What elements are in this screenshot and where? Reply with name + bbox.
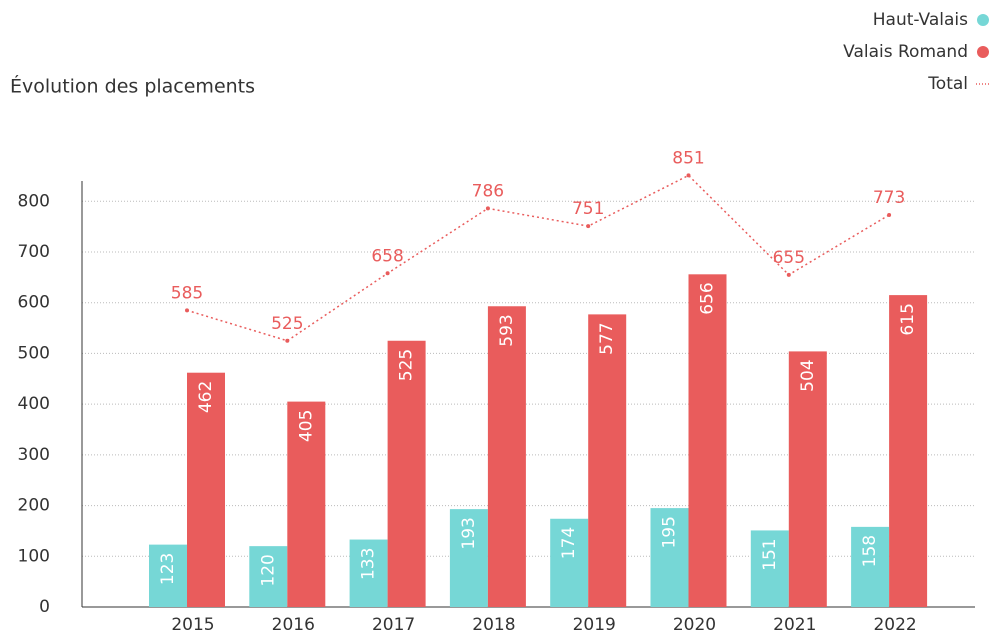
- bar: [750, 530, 789, 607]
- bar-value-label: 158: [860, 535, 880, 567]
- bar-value-label: 577: [597, 322, 617, 354]
- bar: [650, 508, 689, 607]
- total-value-label: 525: [271, 314, 303, 334]
- legend-swatch: [977, 46, 989, 58]
- bar: [688, 274, 727, 607]
- bar-value-label: 462: [196, 381, 216, 413]
- x-tick-label: 2018: [472, 615, 515, 634]
- x-tick-label: 2015: [171, 615, 214, 634]
- y-tick-label: 800: [18, 191, 50, 211]
- x-tick-label: 2021: [773, 615, 816, 634]
- bar-value-label: 504: [798, 359, 818, 391]
- y-tick-label: 400: [18, 394, 50, 414]
- legend-label: Haut-Valais: [873, 10, 968, 30]
- legend-label: Valais Romand: [843, 42, 968, 62]
- bar: [149, 544, 187, 607]
- total-value-label: 773: [873, 188, 905, 208]
- total-point: [285, 338, 290, 343]
- y-tick-label: 700: [18, 242, 50, 262]
- legend-swatch: [977, 14, 989, 26]
- x-tick-label: 2020: [673, 615, 716, 634]
- bar: [851, 526, 890, 607]
- bar: [449, 509, 488, 607]
- total-point: [385, 271, 390, 276]
- x-tick-label: 2022: [873, 615, 916, 634]
- total-point: [786, 272, 791, 277]
- bar: [287, 401, 326, 607]
- total-point: [586, 224, 591, 229]
- bar-value-label: 123: [158, 553, 178, 585]
- y-tick-label: 100: [18, 546, 50, 566]
- y-tick-label: 600: [18, 293, 50, 313]
- x-tick-label: 2017: [372, 615, 415, 634]
- total-value-label: 851: [672, 148, 704, 168]
- total-value-label: 585: [171, 283, 203, 303]
- bar: [349, 539, 388, 607]
- x-tick-label: 2016: [272, 615, 315, 634]
- bar: [788, 351, 827, 607]
- bar-value-label: 525: [397, 349, 417, 381]
- y-tick-label: 500: [18, 343, 50, 363]
- total-point: [485, 206, 490, 211]
- bar-value-label: 405: [296, 410, 316, 442]
- total-value-label: 786: [472, 181, 504, 201]
- bar: [588, 314, 627, 607]
- bar-value-label: 193: [459, 517, 479, 549]
- total-value-label: 658: [371, 246, 403, 266]
- bar-value-label: 174: [559, 527, 579, 559]
- chart-title: Évolution des placements: [10, 75, 255, 98]
- bar: [487, 306, 526, 607]
- bar-value-label: 615: [898, 303, 918, 335]
- bar-value-label: 593: [497, 314, 517, 346]
- y-tick-label: 0: [39, 597, 50, 617]
- total-point: [887, 212, 892, 217]
- bar: [387, 340, 426, 607]
- total-point: [686, 173, 691, 178]
- total-line: [186, 174, 890, 342]
- bar: [550, 518, 589, 607]
- bar-value-label: 656: [698, 282, 718, 314]
- total-value-label: 751: [572, 199, 604, 219]
- y-tick-label: 300: [18, 445, 50, 465]
- bar: [187, 372, 225, 607]
- bar-value-label: 195: [660, 516, 680, 548]
- x-tick-label: 2019: [573, 615, 616, 634]
- bar-value-label: 133: [359, 548, 379, 580]
- total-point: [185, 308, 189, 313]
- bar: [249, 546, 288, 607]
- bar-value-label: 120: [258, 554, 278, 586]
- legend-label: Total: [927, 74, 968, 94]
- total-value-label: 655: [773, 248, 805, 268]
- y-tick-label: 200: [18, 496, 50, 516]
- bar-value-label: 151: [760, 538, 780, 570]
- bar: [889, 295, 928, 607]
